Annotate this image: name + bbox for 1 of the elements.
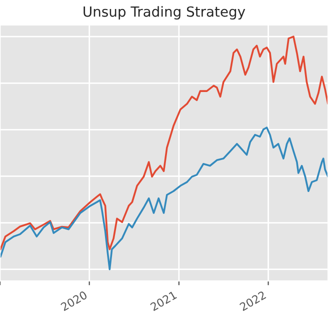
chart-title: Unsup Trading Strategy bbox=[84, 6, 246, 20]
